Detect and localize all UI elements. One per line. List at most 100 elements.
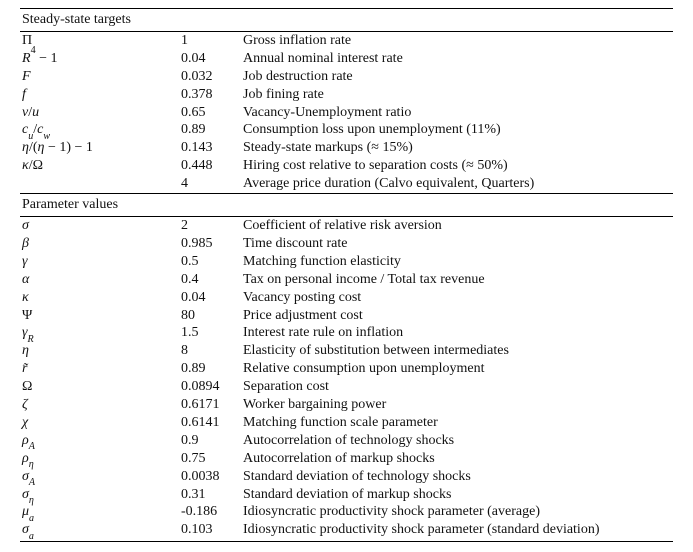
value-cell: 0.6141 (179, 414, 241, 432)
symbol-cell: cu/cw (20, 121, 179, 139)
value-cell: 0.985 (179, 235, 241, 253)
description-cell: Elasticity of substitution between inter… (241, 342, 673, 360)
symbol-cell: v/u (20, 104, 179, 122)
symbol-cell: R4 − 1 (20, 50, 179, 68)
section-header: Parameter values (20, 193, 673, 217)
table-row: β0.985Time discount rate (20, 235, 673, 253)
description-cell: Average price duration (Calvo equivalent… (241, 175, 673, 193)
description-cell: Autocorrelation of technology shocks (241, 432, 673, 450)
table-row: Ψ80Price adjustment cost (20, 307, 673, 325)
parameter-table: Steady-state targetsΠ1Gross inflation ra… (20, 8, 673, 542)
table-row: ρA0.9Autocorrelation of technology shock… (20, 432, 673, 450)
table-row: γR1.5Interest rate rule on inflation (20, 324, 673, 342)
table-row: η8Elasticity of substitution between int… (20, 342, 673, 360)
table-row: γ0.5Matching function elasticity (20, 253, 673, 271)
description-cell: Steady-state markups (≈ 15%) (241, 139, 673, 157)
table-row: ση0.31Standard deviation of markup shock… (20, 486, 673, 504)
table-row: ρη0.75Autocorrelation of markup shocks (20, 450, 673, 468)
symbol-cell (20, 175, 179, 193)
table-row: χ0.6141Matching function scale parameter (20, 414, 673, 432)
value-cell: 0.75 (179, 450, 241, 468)
value-cell: 0.65 (179, 104, 241, 122)
description-cell: Vacancy-Unemployment ratio (241, 104, 673, 122)
description-cell: Gross inflation rate (241, 32, 673, 50)
value-cell: 80 (179, 307, 241, 325)
symbol-cell: κ (20, 289, 179, 307)
symbol-cell: η (20, 342, 179, 360)
table-row: f0.378Job fining rate (20, 86, 673, 104)
description-cell: Price adjustment cost (241, 307, 673, 325)
description-cell: Autocorrelation of markup shocks (241, 450, 673, 468)
symbol-cell: Π (20, 32, 179, 50)
description-cell: Matching function scale parameter (241, 414, 673, 432)
value-cell: 1 (179, 32, 241, 50)
value-cell: 2 (179, 217, 241, 235)
description-cell: Standard deviation of technology shocks (241, 468, 673, 486)
table-row: F0.032Job destruction rate (20, 68, 673, 86)
table-row: Π1Gross inflation rate (20, 32, 673, 50)
description-cell: Tax on personal income / Total tax reven… (241, 271, 673, 289)
table-row: μa-0.186Idiosyncratic productivity shock… (20, 503, 673, 521)
symbol-cell: χ (20, 414, 179, 432)
value-cell: 0.378 (179, 86, 241, 104)
table-row: κ0.04Vacancy posting cost (20, 289, 673, 307)
symbol-cell: α (20, 271, 179, 289)
value-cell: 0.0038 (179, 468, 241, 486)
description-cell: Separation cost (241, 378, 673, 396)
table-row: η/(η − 1) − 10.143Steady-state markups (… (20, 139, 673, 157)
description-cell: Matching function elasticity (241, 253, 673, 271)
value-cell: 0.448 (179, 157, 241, 175)
table-row: cu/cw0.89Consumption loss upon unemploym… (20, 121, 673, 139)
value-cell: 4 (179, 175, 241, 193)
symbol-cell: σA (20, 468, 179, 486)
table-row: 4Average price duration (Calvo equivalen… (20, 175, 673, 193)
value-cell: 0.032 (179, 68, 241, 86)
symbol-cell: μa (20, 503, 179, 521)
table-row: R4 − 10.04Annual nominal interest rate (20, 50, 673, 68)
value-cell: -0.186 (179, 503, 241, 521)
symbol-cell: Ψ (20, 307, 179, 325)
value-cell: 0.6171 (179, 396, 241, 414)
description-cell: Consumption loss upon unemployment (11%) (241, 121, 673, 139)
symbol-cell: ση (20, 486, 179, 504)
parameter-rows: Π1Gross inflation rateR4 − 10.04Annual n… (20, 32, 673, 193)
value-cell: 0.5 (179, 253, 241, 271)
description-cell: Job fining rate (241, 86, 673, 104)
symbol-cell: γR (20, 324, 179, 342)
value-cell: 0.04 (179, 289, 241, 307)
table-row: σ2Coefficient of relative risk aversion (20, 217, 673, 235)
value-cell: 0.89 (179, 121, 241, 139)
table-row: Ω0.0894Separation cost (20, 378, 673, 396)
description-cell: Idiosyncratic productivity shock paramet… (241, 521, 673, 539)
symbol-cell: r̃ (20, 360, 179, 378)
symbol-cell: β (20, 235, 179, 253)
value-cell: 0.31 (179, 486, 241, 504)
table-row: σA0.0038Standard deviation of technology… (20, 468, 673, 486)
value-cell: 0.9 (179, 432, 241, 450)
description-cell: Vacancy posting cost (241, 289, 673, 307)
value-cell: 1.5 (179, 324, 241, 342)
description-cell: Coefficient of relative risk aversion (241, 217, 673, 235)
symbol-cell: κ/Ω (20, 157, 179, 175)
table-row: r̃0.89Relative consumption upon unemploy… (20, 360, 673, 378)
symbol-cell: ρη (20, 450, 179, 468)
description-cell: Annual nominal interest rate (241, 50, 673, 68)
description-cell: Interest rate rule on inflation (241, 324, 673, 342)
section-body: σ2Coefficient of relative risk aversionβ… (20, 217, 673, 542)
description-cell: Job destruction rate (241, 68, 673, 86)
value-cell: 0.04 (179, 50, 241, 68)
table-row: κ/Ω0.448Hiring cost relative to separati… (20, 157, 673, 175)
symbol-cell: Ω (20, 378, 179, 396)
value-cell: 8 (179, 342, 241, 360)
symbol-cell: σa (20, 521, 179, 539)
description-cell: Idiosyncratic productivity shock paramet… (241, 503, 673, 521)
symbol-cell: f (20, 86, 179, 104)
table-row: v/u0.65Vacancy-Unemployment ratio (20, 104, 673, 122)
symbol-cell: F (20, 68, 179, 86)
value-cell: 0.89 (179, 360, 241, 378)
value-cell: 0.103 (179, 521, 241, 539)
description-cell: Relative consumption upon unemployment (241, 360, 673, 378)
symbol-cell: ρA (20, 432, 179, 450)
symbol-cell: ζ (20, 396, 179, 414)
value-cell: 0.0894 (179, 378, 241, 396)
